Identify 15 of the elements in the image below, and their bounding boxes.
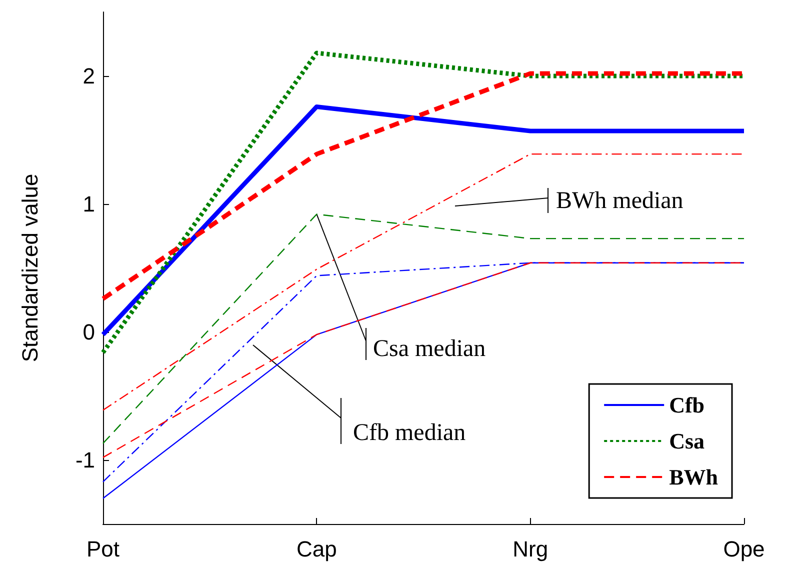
x-tick-label: Nrg [512,536,548,562]
y-axis-title: Standardized value [18,174,42,362]
y-tick-label: 2 [82,64,95,88]
x-tick-label: Ope [723,536,765,562]
y-tick-label: 1 [82,192,95,216]
annotation: Csa median [373,336,486,362]
legend-label: Cfb [669,392,705,418]
legend-label: Csa [669,428,705,454]
annotation: Cfb median [353,420,466,446]
legend-label: BWh [669,464,718,490]
annotation: BWh median [556,188,684,214]
x-tick-label: Cap [296,536,337,562]
x-tick-label: Pot [86,536,120,562]
y-tick-label: -1 [75,448,95,472]
y-tick-label: 0 [82,320,95,344]
